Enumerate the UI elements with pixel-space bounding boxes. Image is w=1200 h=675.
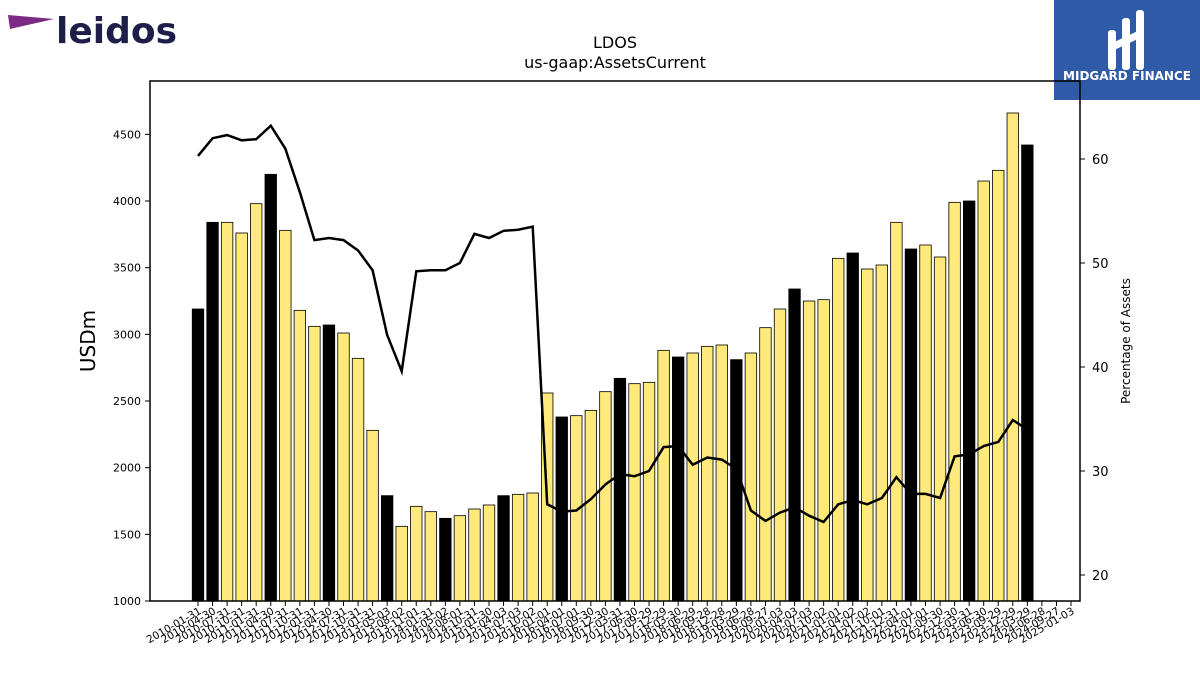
y2-tick-label: 50 bbox=[1092, 257, 1109, 272]
y-tick-label: 1000 bbox=[113, 595, 141, 608]
bar-2021-10-01 bbox=[875, 264, 888, 602]
bar-2010-10-31 bbox=[235, 232, 248, 602]
bar-2021-01-01 bbox=[832, 257, 845, 602]
bar-2023-06-30 bbox=[977, 180, 990, 602]
bar-2018-09-28 bbox=[701, 345, 714, 602]
bar-2016-12-30 bbox=[599, 391, 612, 602]
bar-2017-09-29 bbox=[642, 381, 656, 602]
bar-2019-06-28 bbox=[744, 352, 758, 602]
bar-2014-01-31 bbox=[424, 511, 437, 602]
bar-group bbox=[191, 112, 1034, 602]
bar-2011-10-31 bbox=[293, 309, 307, 602]
leidos-logo: leidos bbox=[6, 5, 177, 52]
bar-2013-01-31 bbox=[366, 429, 379, 602]
bar-2022-12-30 bbox=[948, 201, 961, 602]
bar-2015-04-03 bbox=[497, 495, 510, 602]
bar-2010-01-31 bbox=[191, 308, 205, 602]
bar-2011-01-31 bbox=[250, 203, 263, 602]
y-tick-label: 2000 bbox=[113, 462, 141, 475]
y-tick-label: 3500 bbox=[113, 262, 141, 275]
y-tick-label: 2500 bbox=[113, 395, 141, 408]
bar-2014-10-31 bbox=[468, 508, 481, 602]
bar-2014-08-01 bbox=[453, 515, 467, 602]
bar-2017-06-30 bbox=[628, 383, 641, 602]
bar-2014-05-02 bbox=[439, 517, 452, 602]
bar-2012-10-31 bbox=[351, 357, 365, 602]
bar-2010-07-31 bbox=[220, 221, 234, 602]
bar-2017-12-29 bbox=[657, 349, 670, 602]
bar-2011-07-31 bbox=[279, 229, 292, 602]
bar-2012-07-31 bbox=[337, 332, 350, 602]
y-tick-label: 4500 bbox=[113, 128, 141, 141]
y2-tick-label: 30 bbox=[1092, 465, 1109, 480]
y2-axis-ticks: 20 30 40 50 60 bbox=[1080, 153, 1109, 584]
bar-2023-12-29 bbox=[1006, 112, 1019, 602]
bar-2015-01-30 bbox=[482, 504, 496, 602]
y-tick-label: 4000 bbox=[113, 195, 141, 208]
percentage-line bbox=[197, 123, 1028, 524]
bar-2012-04-30 bbox=[322, 324, 336, 602]
chart-title: LDOS bbox=[593, 33, 637, 52]
leidos-logo-mark bbox=[8, 15, 54, 29]
y-axis-label: USDm bbox=[76, 310, 100, 372]
bar-2017-03-31 bbox=[613, 377, 627, 602]
x-axis-ticks: 2010-01-312010-04-302010-07-312010-10-31… bbox=[145, 601, 1077, 646]
plot-frame bbox=[149, 80, 1081, 602]
bar-2015-10-02 bbox=[526, 492, 539, 602]
leidos-logo-text: leidos bbox=[56, 11, 176, 50]
bar-2019-09-27 bbox=[759, 327, 772, 602]
bar-2010-04-30 bbox=[206, 221, 219, 602]
y-tick-label: 3000 bbox=[113, 328, 141, 341]
bar-2020-07-03 bbox=[802, 300, 816, 602]
bar-2013-11-01 bbox=[410, 505, 423, 602]
bar-2020-04-03 bbox=[788, 288, 801, 602]
bar-2020-10-02 bbox=[817, 299, 830, 602]
y-axis-ticks: 1000 1500 2000 2500 3000 3500 4000 4500 bbox=[113, 128, 150, 608]
bar-2022-09-30 bbox=[933, 256, 947, 602]
bar-2016-09-30 bbox=[584, 409, 597, 602]
bar-2022-04-01 bbox=[904, 248, 918, 602]
bar-2023-09-29 bbox=[992, 169, 1005, 602]
y-tick-label: 1500 bbox=[113, 528, 141, 541]
bar-2022-07-01 bbox=[919, 244, 932, 602]
bar-2020-01-03 bbox=[773, 308, 787, 602]
y2-tick-label: 20 bbox=[1092, 569, 1109, 584]
bar-2013-05-03 bbox=[380, 495, 394, 602]
bar-2023-03-31 bbox=[963, 200, 976, 602]
y2-tick-label: 40 bbox=[1092, 361, 1109, 376]
midgard-finance-logo: MIDGARD FINANCE bbox=[1054, 0, 1200, 100]
bar-2012-01-31 bbox=[308, 325, 321, 602]
bar-2011-04-30 bbox=[264, 173, 277, 602]
bar-2013-08-02 bbox=[395, 525, 408, 602]
chart-subtitle: us-gaap:AssetsCurrent bbox=[524, 53, 706, 72]
midgard-logo-text: MIDGARD FINANCE bbox=[1063, 69, 1191, 83]
bar-2021-04-02 bbox=[846, 252, 859, 602]
bar-2018-03-30 bbox=[672, 356, 685, 602]
bar-2021-12-31 bbox=[890, 221, 903, 602]
bar-2018-06-29 bbox=[686, 352, 699, 602]
bar-2015-07-03 bbox=[511, 493, 525, 602]
y2-axis-label: Percentage of Assets bbox=[1119, 278, 1133, 404]
y2-tick-label: 60 bbox=[1092, 153, 1109, 168]
bar-2021-07-02 bbox=[861, 268, 874, 602]
bar-2024-03-29 bbox=[1021, 144, 1034, 602]
bar-2018-12-28 bbox=[715, 344, 728, 602]
